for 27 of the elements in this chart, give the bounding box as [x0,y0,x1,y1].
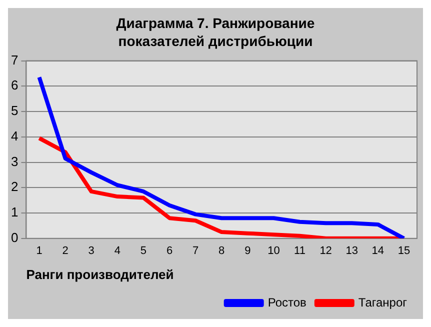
x-tick-label: 4 [114,245,120,258]
y-tick-label: 4 [10,128,18,144]
x-tick-label: 6 [166,245,173,258]
x-tick-label: 10 [268,245,280,258]
x-tick-label: 12 [320,245,332,258]
y-tick-label: 7 [10,52,18,68]
legend-label: Таганрог [358,295,408,310]
x-tick-label: 7 [192,245,199,258]
x-tick-label: 1 [36,245,42,258]
x-tick-label: 14 [372,245,384,258]
x-tick-label: 9 [244,245,251,258]
y-tick-label: 1 [10,204,18,220]
x-axis-title: Ранги производителей [26,266,174,282]
x-tick-label: 3 [88,245,94,258]
y-tick-label: 2 [10,179,18,194]
x-tick-label: 5 [140,245,147,258]
x-tick-label: 11 [294,245,306,258]
y-tick-label: 0 [10,230,18,245]
y-tick-label: 3 [10,154,18,169]
legend-label: Ростов [268,295,306,310]
x-tick-label: 15 [398,245,410,258]
x-tick-label: 2 [62,245,68,258]
chart-title: Диаграмма 7. Ранжирование показателей дистрибьюции [115,14,316,50]
x-tick-label: 13 [346,245,358,258]
y-tick-label: 5 [10,103,18,118]
x-tick-label: 8 [218,245,225,258]
y-tick-label: 6 [10,78,18,93]
